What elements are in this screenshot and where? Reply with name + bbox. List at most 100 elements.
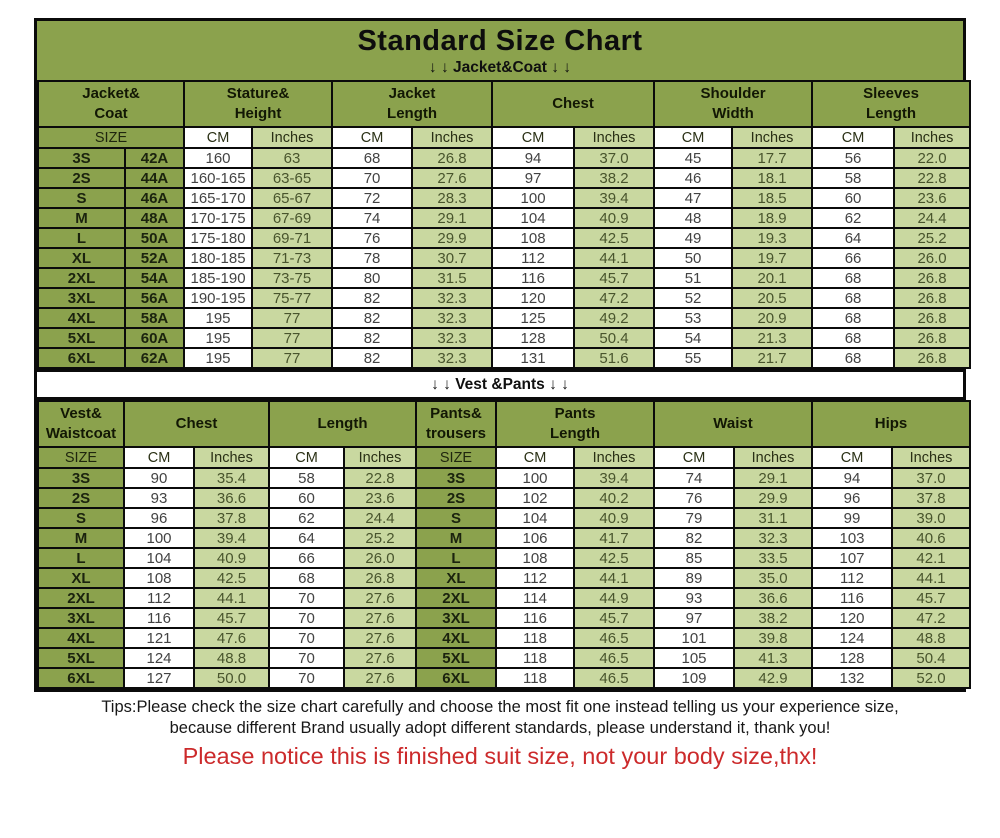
value-cell: 112: [123, 587, 195, 609]
data-row: 3S 90 35.4 58 22.8 3S 100 39.4 74 29.1 94 37.0: [37, 467, 972, 489]
value-cell: 27.6: [343, 607, 417, 629]
size-cell: 6XL: [415, 667, 497, 689]
data-row: 3XL 56A 190-195 75-77 82 32.3 120 47.2 52 20.5 68 2…: [37, 287, 972, 309]
value-cell: 96: [123, 507, 195, 529]
size-cell: 3S: [415, 467, 497, 489]
value-cell: 32.3: [411, 287, 494, 309]
value-cell: 51: [653, 267, 734, 289]
size-cell: 2S: [37, 167, 126, 189]
value-cell: 26.8: [893, 307, 972, 329]
value-cell: 50.4: [573, 327, 656, 349]
group-row: Vest& Waistcoat Chest Length Pants& trouser…: [37, 400, 972, 448]
value-cell: 20.5: [731, 287, 814, 309]
value-cell: 94: [491, 147, 576, 169]
value-cell: 63: [251, 147, 334, 169]
size-cell: XL: [37, 247, 126, 269]
unit-header-cell: CM: [491, 126, 576, 149]
size-cell: 2XL: [37, 267, 126, 289]
value-cell: 68: [811, 267, 896, 289]
size-cell: XL: [415, 567, 497, 589]
value-cell: 18.9: [731, 207, 814, 229]
value-cell: 195: [183, 327, 254, 349]
value-cell: 48.8: [891, 627, 972, 649]
value-cell: 39.4: [573, 187, 656, 209]
value-cell: 107: [811, 547, 894, 569]
size-cell: 4XL: [37, 627, 125, 649]
value-cell: 42.9: [732, 667, 814, 689]
value-cell: 41.3: [732, 647, 814, 669]
value-cell: 36.6: [732, 587, 814, 609]
unit-header-cell: CM: [811, 446, 894, 469]
unit-header-cell: CM: [653, 126, 734, 149]
size-cell: 2S: [415, 487, 497, 509]
value-cell: 48.8: [193, 647, 270, 669]
unit-header-cell: Inches: [573, 126, 656, 149]
data-row: XL 52A 180-185 71-73 78 30.7 112 44.1 50 19.7 66 26…: [37, 247, 972, 269]
value-cell: 100: [495, 467, 575, 489]
unit-header-cell: Inches: [411, 126, 494, 149]
value-cell: 44.9: [573, 587, 655, 609]
value-cell: 46: [653, 167, 734, 189]
vest-section-label: ↓ ↓ Vest &Pants ↓ ↓: [431, 376, 569, 393]
value-cell: 26.8: [411, 147, 494, 169]
value-cell: 26.0: [893, 247, 972, 269]
value-cell: 51.6: [573, 347, 656, 369]
value-cell: 26.8: [343, 567, 417, 589]
value-cell: 64: [268, 527, 345, 549]
size-row: SIZE CM Inches CM Inches CM Inches CM Inches CM In…: [36, 126, 972, 149]
value-cell: 45.7: [193, 607, 270, 629]
value-cell: 54: [653, 327, 734, 349]
tips-line-2: because different Brand usually adopt di…: [169, 718, 831, 737]
value-cell: 22.0: [893, 147, 972, 169]
value-cell: 36.6: [193, 487, 270, 509]
value-cell: 131: [491, 347, 576, 369]
value-cell: 74: [653, 467, 735, 489]
size-cell: 2XL: [415, 587, 497, 609]
size-cell: L: [37, 227, 126, 249]
value-cell: 112: [491, 247, 576, 269]
size-cell: M: [415, 527, 497, 549]
column-group-header: Waist: [652, 400, 814, 448]
size-cell: 3XL: [415, 607, 497, 629]
value-cell: 22.8: [343, 467, 417, 489]
value-cell: 96: [811, 487, 894, 509]
vest-pants-table: Vest& Waistcoat Chest Length Pants& trouser…: [37, 400, 972, 689]
value-cell: 78: [331, 247, 414, 269]
value-cell: 45.7: [573, 267, 656, 289]
size-cell: 4XL: [37, 307, 126, 329]
value-cell: 70: [268, 607, 345, 629]
column-group-header: Jacket Length: [331, 80, 494, 128]
value-cell: 32.3: [732, 527, 814, 549]
value-cell: 37.0: [891, 467, 972, 489]
value-cell: 53: [653, 307, 734, 329]
value-cell: 58: [268, 467, 345, 489]
value-cell: 32.3: [411, 327, 494, 349]
value-cell: 29.1: [732, 467, 814, 489]
value-cell: 39.0: [891, 507, 972, 529]
value-cell: 45.7: [573, 607, 655, 629]
data-row: 2XL 54A 185-190 73-75 80 31.5 116 45.7 51 20.1 68 2…: [37, 267, 972, 289]
unit-header-cell: CM: [811, 126, 896, 149]
value-cell: 41.7: [573, 527, 655, 549]
data-row: 3XL 116 45.7 70 27.6 3XL 116 45.7 97 38.2 120 47.2: [37, 607, 972, 629]
group-row: Jacket& Coat Stature& Height Jacket Length…: [36, 80, 972, 128]
value-cell: 127: [123, 667, 195, 689]
value-cell: 128: [811, 647, 894, 669]
size-cell: M: [37, 527, 125, 549]
value-cell: 120: [491, 287, 576, 309]
column-group-header: Hips: [811, 400, 972, 448]
value-cell: 108: [491, 227, 576, 249]
value-cell: 118: [495, 667, 575, 689]
value-cell: 70: [268, 667, 345, 689]
data-row: 6XL 62A 195 77 82 32.3 131 51.6 55 21.7 68 26.8: [37, 347, 972, 369]
value-cell: 22.8: [893, 167, 972, 189]
value-cell: 132: [811, 667, 894, 689]
value-cell: 49: [653, 227, 734, 249]
value-cell: 116: [123, 607, 195, 629]
size-header-cell: SIZE: [415, 446, 497, 469]
value-cell: 48: [653, 207, 734, 229]
value-cell: 26.8: [893, 347, 972, 369]
value-cell: 121: [123, 627, 195, 649]
value-cell: 50.0: [193, 667, 270, 689]
value-cell: 29.9: [411, 227, 494, 249]
